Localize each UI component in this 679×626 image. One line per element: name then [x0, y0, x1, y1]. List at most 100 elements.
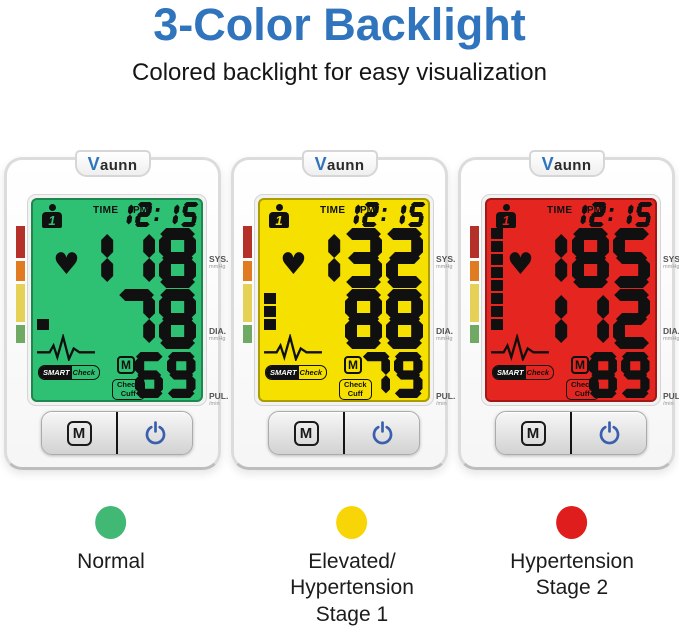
clock-display	[115, 202, 199, 227]
heart-icon: ♥	[53, 247, 80, 282]
memory-button: M	[269, 412, 343, 454]
risk-bar-segment-green	[243, 325, 252, 343]
brand-tab: Vaunn	[74, 150, 151, 177]
power-button	[572, 412, 646, 454]
bp-monitor-device: Vaunn 1 TIME PM	[458, 150, 679, 470]
risk-bar-segment-yellow	[16, 284, 25, 322]
risk-level-color-bar	[470, 226, 479, 343]
user-icon-head	[502, 204, 510, 211]
systolic-value	[76, 228, 196, 288]
check-cuff-indicator: Check Cuff	[339, 379, 372, 400]
devices-row: Vaunn 1 TIME PM	[0, 150, 679, 470]
lcd-frame: 1 TIME PM ♥ SMART Check M	[481, 194, 661, 406]
time-label: TIME	[93, 205, 119, 216]
check-cuff-line2: Cuff	[574, 388, 590, 398]
pulse-value	[134, 352, 196, 398]
heart-icon: ♥	[280, 247, 307, 282]
systolic-value	[303, 228, 423, 288]
user-icon-head	[275, 204, 283, 211]
smartcheck-badge-right: Check	[72, 367, 96, 377]
time-label: TIME	[547, 205, 573, 216]
heart-icon: ♥	[507, 247, 534, 282]
user-icon: 1	[41, 204, 63, 228]
legend-label-normal: Normal	[77, 550, 145, 573]
memory-indicator: M	[571, 356, 589, 374]
smartcheck-badge-left: SMART	[493, 366, 526, 379]
risk-bar-segment-orange	[16, 261, 25, 281]
dia-side-label: DIA. mmHg	[209, 326, 226, 342]
smartcheck-badge-right: Check	[299, 367, 323, 377]
user-icon: 1	[268, 204, 290, 228]
button-divider	[570, 412, 572, 454]
bp-monitor-device: Vaunn 1 TIME PM	[231, 150, 455, 470]
button-divider	[343, 412, 345, 454]
pressure-level-indicator	[491, 226, 504, 330]
smartcheck-badge-right: Check	[526, 367, 550, 377]
power-button	[118, 412, 192, 454]
bp-monitor-device: Vaunn 1 TIME PM	[4, 150, 228, 470]
power-button	[345, 412, 419, 454]
user-number: 1	[48, 212, 56, 228]
pul-side-label: PUL. /min	[209, 391, 229, 407]
user-number: 1	[502, 212, 510, 228]
user-icon-body: 1	[269, 212, 289, 228]
memory-indicator: M	[344, 356, 362, 374]
legend-item-elevated-stage1: Elevated/ Hypertension Stage 1	[290, 506, 414, 626]
brand-logo-text: aunn	[326, 156, 365, 174]
button-bar: M	[495, 411, 647, 455]
check-cuff-line2: Cuff	[120, 388, 136, 398]
memory-button-glyph: M	[293, 420, 319, 446]
button-divider	[116, 412, 118, 454]
check-cuff-indicator: Check Cuff	[112, 379, 145, 400]
risk-bar-segment-orange	[470, 261, 479, 281]
user-icon-body: 1	[496, 212, 516, 228]
legend-label-elevated-stage1: Elevated/ Hypertension Stage 1	[290, 550, 414, 626]
check-cuff-indicator: Check Cuff	[566, 379, 599, 400]
risk-bar-segment-green	[470, 325, 479, 343]
pul-side-label: PUL. /min	[663, 391, 679, 407]
lcd-screen: 1 TIME PM ♥ SMART Check M	[258, 198, 430, 402]
lcd-frame: 1 TIME PM ♥ SMART Check M	[27, 194, 207, 406]
smartcheck-badge-left: SMART	[266, 366, 299, 379]
systolic-value	[530, 228, 650, 288]
diastolic-value	[344, 289, 423, 349]
pressure-level-indicator	[37, 226, 50, 330]
risk-level-color-bar	[243, 226, 252, 343]
clock-display	[342, 202, 426, 227]
brand-logo-v: V	[87, 153, 100, 174]
legend-item-normal: Normal	[77, 506, 145, 575]
page-subtitle: Colored backlight for easy visualization	[132, 59, 547, 86]
power-icon	[372, 420, 392, 444]
dia-side-label: DIA. mmHg	[436, 326, 453, 342]
risk-bar-segment-yellow	[470, 284, 479, 322]
legend-label-hypertension-stage2: Hypertension Stage 2	[510, 550, 634, 600]
check-cuff-line2: Cuff	[347, 388, 363, 398]
power-icon	[599, 420, 619, 444]
brand-logo-text: aunn	[99, 156, 138, 174]
diastolic-value	[118, 289, 196, 349]
memory-button-glyph: M	[66, 420, 92, 446]
risk-level-color-bar	[16, 226, 25, 343]
brand-tab: Vaunn	[301, 150, 378, 177]
lcd-screen: 1 TIME PM ♥ SMART Check M	[31, 198, 203, 402]
power-icon	[145, 420, 165, 444]
risk-bar-segment-orange	[243, 261, 252, 281]
ecg-waveform-icon	[491, 334, 549, 361]
risk-bar-segment-red	[470, 226, 479, 258]
legend-dot-green	[95, 506, 127, 539]
legend-dot-red	[556, 506, 588, 539]
smartcheck-badge: SMART Check	[38, 365, 101, 380]
brand-logo-v: V	[314, 153, 327, 174]
ampm-label: PM	[133, 205, 148, 216]
clock-display	[569, 202, 653, 227]
ecg-waveform-icon	[264, 334, 322, 361]
ampm-label: PM	[360, 205, 375, 216]
lcd-frame: 1 TIME PM ♥ SMART Check M	[254, 194, 434, 406]
ecg-waveform-icon	[37, 334, 95, 361]
button-bar: M	[268, 411, 420, 455]
smartcheck-badge-left: SMART	[39, 366, 72, 379]
risk-bar-segment-red	[243, 226, 252, 258]
risk-bar-segment-red	[16, 226, 25, 258]
sys-side-label: SYS. mmHg	[436, 254, 456, 270]
